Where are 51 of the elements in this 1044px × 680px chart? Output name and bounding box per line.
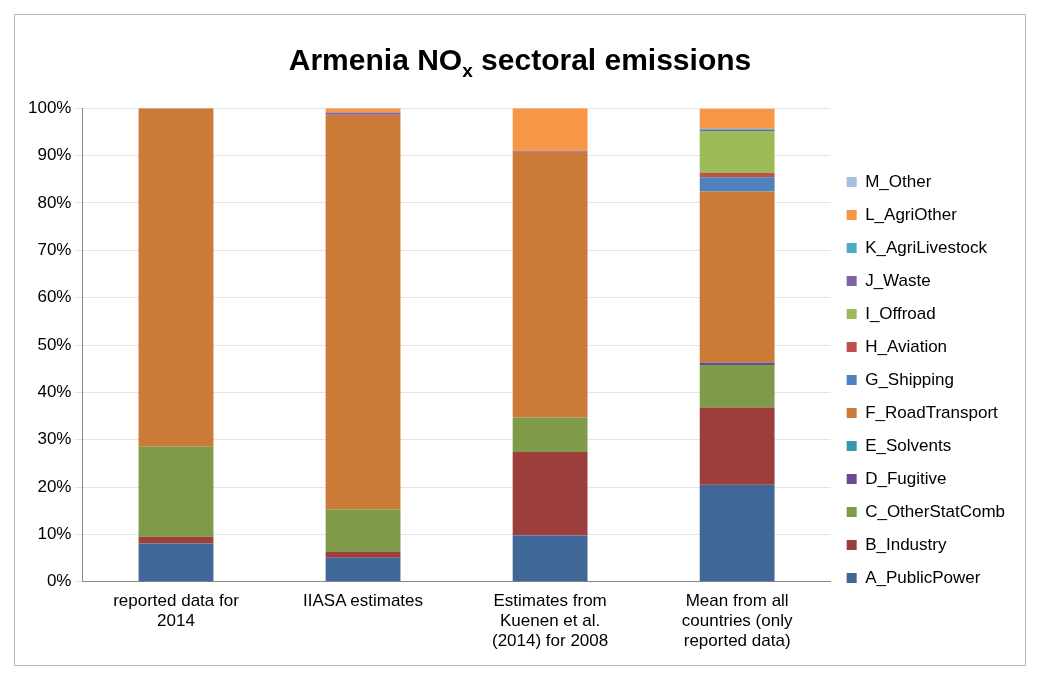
x-tick-label: Mean from all countries (only reported data) [681, 590, 793, 651]
legend-label: B_Industry [865, 534, 947, 554]
bar [512, 417, 588, 453]
bar [699, 364, 775, 408]
bar [512, 535, 588, 582]
bar [325, 551, 401, 558]
y-tick-label: 50% [37, 334, 72, 354]
legend-label: C_OtherStatComb [865, 501, 1006, 521]
bar [699, 173, 775, 178]
legend-label: E_Solvents [865, 435, 952, 455]
legend-label: D_Fugitive [865, 468, 947, 488]
y-tick-label: 20% [37, 476, 72, 496]
bar [699, 484, 775, 582]
legend-label: H_Aviation [865, 336, 948, 356]
bar [699, 130, 775, 174]
bar [325, 112, 401, 115]
y-tick-label: 70% [37, 239, 72, 259]
y-tick-label: 30% [37, 429, 72, 449]
y-tick-label: 0% [46, 571, 72, 591]
y-tick-label: 10% [37, 524, 72, 544]
bar [699, 407, 775, 485]
legend-label: L_AgriOther [865, 204, 958, 224]
x-tick-label: IIASA estimates [303, 590, 424, 610]
legend-label: A_PublicPower [865, 567, 981, 587]
y-tick-label: 60% [37, 287, 72, 307]
y-tick-label: 80% [37, 192, 72, 212]
y-tick-label: 40% [37, 382, 72, 402]
legend-label: F_RoadTransport [865, 402, 999, 422]
bar [699, 177, 775, 192]
y-tick-label: 100% [28, 97, 72, 117]
legend-label: J_Waste [865, 270, 931, 290]
bar [699, 191, 775, 363]
chart-title: Armenia NO$_{x}$ sectoral emissions [287, 43, 753, 83]
legend-label: G_Shipping [865, 369, 955, 389]
x-tick-label: reported data for 2014 [113, 590, 240, 631]
bar [325, 114, 401, 510]
bar [138, 543, 214, 582]
bar [512, 452, 588, 536]
legend-label: I_Offroad [865, 303, 936, 323]
bar [699, 108, 775, 129]
y-tick-label: 90% [37, 145, 72, 165]
x-tick-label: Estimates from Kuenen et al. (2014) for 2008 [491, 590, 609, 651]
bar [325, 557, 401, 582]
bar [325, 509, 401, 552]
bar [512, 151, 588, 418]
bar [512, 108, 588, 151]
legend-label: K_AgriLivestock [865, 237, 988, 257]
legend-label: M_Other [865, 171, 932, 191]
bar [138, 536, 214, 544]
bar [138, 108, 214, 447]
bar [138, 446, 214, 537]
